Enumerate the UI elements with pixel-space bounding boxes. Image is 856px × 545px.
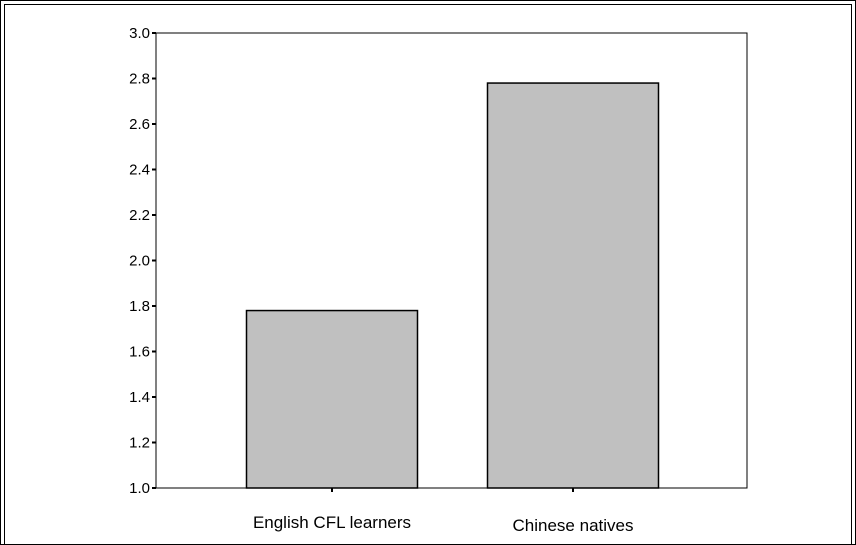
y-tick-label: 1.8 [129, 298, 150, 315]
bar [245, 309, 419, 489]
y-tick-label: 1.6 [129, 344, 150, 361]
y-tick-label: 2.0 [129, 253, 150, 270]
y-tick-label: 2.8 [129, 71, 150, 88]
y-tick-label: 1.0 [129, 480, 150, 497]
y-tick-label: 1.4 [129, 389, 150, 406]
bar [486, 82, 660, 489]
y-tick-label: 3.0 [129, 25, 150, 42]
y-tick-label: 2.6 [129, 116, 150, 133]
y-tick-label: 2.2 [129, 207, 150, 224]
x-axis: English CFL learners Chinese natives [253, 488, 634, 535]
bars-group [245, 82, 660, 489]
x-tick-label: English CFL learners [253, 513, 411, 532]
y-axis: 1.0 1.2 1.4 1.6 1.8 2.0 2.2 2.4 2.6 2.8 3.0 [129, 25, 156, 497]
y-tick-label: 2.4 [129, 162, 150, 179]
figure-inner-border [4, 4, 852, 545]
x-tick-label: Chinese natives [513, 516, 634, 535]
y-tick-label: 1.2 [129, 435, 150, 452]
